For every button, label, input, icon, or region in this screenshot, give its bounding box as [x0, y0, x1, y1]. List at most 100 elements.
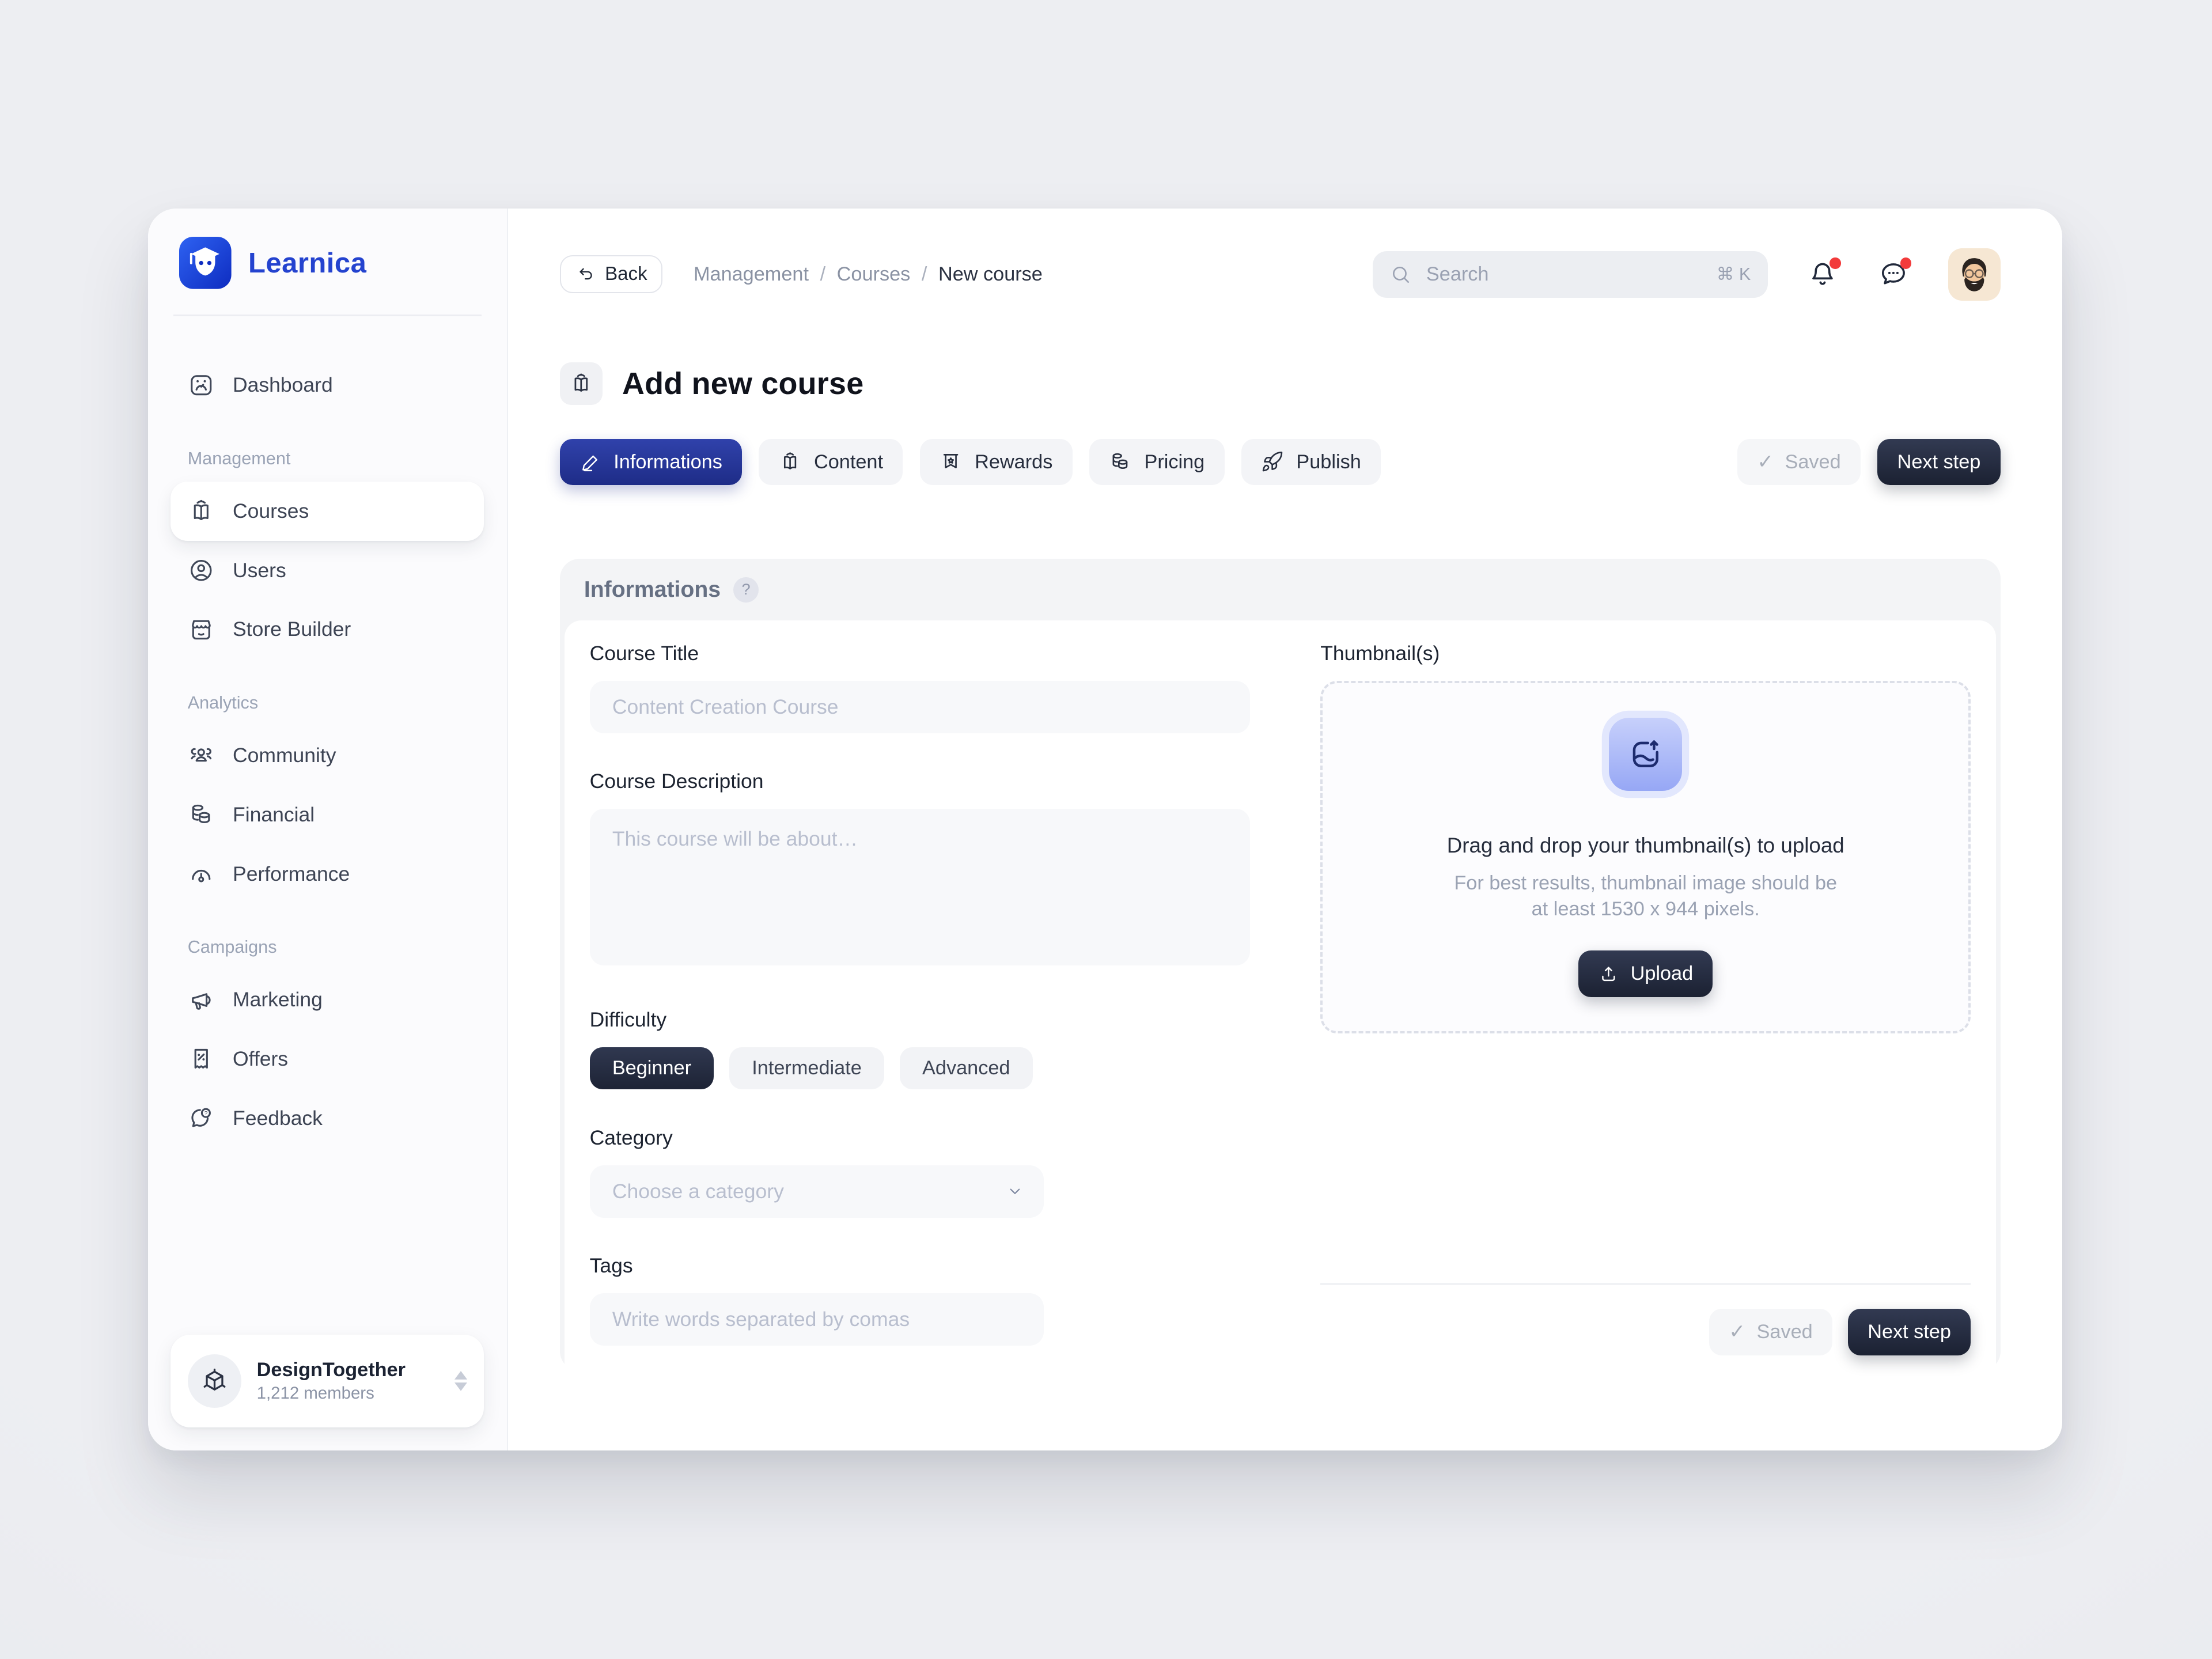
form-right-column: Thumbnail(s) Drag and drop your thumbnai…	[1320, 642, 1971, 1382]
check-icon: ✓	[1729, 1321, 1745, 1343]
offers-icon	[188, 1046, 215, 1073]
financial-icon	[188, 801, 215, 828]
logo-row[interactable]: Learnica	[171, 237, 484, 290]
category-select[interactable]: Choose a category	[589, 1165, 1044, 1218]
workspace-meta: DesignTogether 1,212 members	[257, 1359, 406, 1404]
workspace-switcher[interactable]: DesignTogether 1,212 members	[171, 1334, 484, 1428]
user-avatar[interactable]	[1948, 248, 2001, 301]
back-button[interactable]: Back	[560, 255, 663, 294]
coins-icon	[1109, 450, 1131, 473]
sidebar-item-store-builder[interactable]: Store Builder	[171, 600, 484, 659]
upload-label: Upload	[1630, 962, 1694, 984]
form-footer: ✓ Saved Next step	[1320, 1283, 1971, 1382]
messages-button[interactable]	[1878, 257, 1912, 290]
sidebar: Learnica Dashboard Management	[148, 209, 508, 1450]
difficulty-advanced-button[interactable]: Advanced	[899, 1047, 1033, 1090]
sidebar-item-marketing[interactable]: Marketing	[171, 970, 484, 1029]
breadcrumb-management[interactable]: Management	[693, 263, 809, 285]
tab-informations[interactable]: Informations	[560, 438, 743, 486]
courses-icon	[188, 498, 215, 525]
sidebar-item-label: Performance	[233, 862, 350, 885]
learnica-logo-icon	[179, 237, 232, 290]
sidebar-item-performance[interactable]: Performance	[171, 844, 484, 904]
difficulty-intermediate-button[interactable]: Intermediate	[729, 1047, 884, 1090]
sidebar-section-management: Management	[187, 448, 291, 468]
workspace-avatar	[187, 1354, 241, 1408]
tab-label: Informations	[613, 450, 722, 473]
back-label: Back	[605, 263, 647, 285]
book-icon	[779, 450, 801, 473]
main-area: Back Management / Courses / New course	[508, 209, 2063, 1450]
footer-next-step-button[interactable]: Next step	[1847, 1309, 1971, 1355]
community-icon	[188, 742, 215, 769]
course-title-label: Course Title	[589, 642, 699, 665]
thumbnail-dropzone[interactable]: Drag and drop your thumbnail(s) to uploa…	[1320, 681, 1971, 1034]
course-description-input[interactable]	[589, 809, 1250, 966]
sidebar-item-label: Courses	[233, 499, 309, 522]
sidebar-item-label: Feedback	[233, 1107, 323, 1130]
search-bar[interactable]: ⌘ K	[1372, 251, 1768, 298]
sidebar-nav: Dashboard Management Courses	[171, 355, 484, 1148]
tab-rewards[interactable]: Rewards	[919, 438, 1073, 486]
breadcrumb-current: New course	[938, 263, 1043, 285]
form-left-column: Course Title Course Description Difficul…	[589, 642, 1250, 1382]
message-badge	[1900, 257, 1912, 269]
dropzone-title: Drag and drop your thumbnail(s) to uploa…	[1446, 833, 1844, 857]
tab-label: Pricing	[1144, 450, 1205, 473]
sidebar-item-label: Store Builder	[233, 618, 351, 641]
help-icon[interactable]: ?	[733, 577, 759, 603]
pencil-icon	[580, 452, 601, 473]
store-icon	[188, 616, 215, 643]
sidebar-item-label: Community	[233, 743, 336, 767]
footer-next-step-label: Next step	[1868, 1320, 1951, 1343]
sidebar-item-dashboard[interactable]: Dashboard	[171, 355, 484, 415]
sidebar-item-courses[interactable]: Courses	[171, 481, 484, 541]
breadcrumb: Management / Courses / New course	[694, 263, 1043, 286]
course-title-input[interactable]	[589, 681, 1250, 733]
course-description-label: Course Description	[589, 770, 764, 793]
tab-pricing[interactable]: Pricing	[1089, 438, 1225, 486]
sort-chevrons-icon	[454, 1371, 468, 1391]
workspace-members: 1,212 members	[256, 1384, 374, 1403]
marketing-icon	[188, 987, 215, 1014]
next-step-button[interactable]: Next step	[1877, 438, 2001, 486]
tab-label: Rewards	[975, 450, 1053, 473]
search-icon	[1389, 263, 1412, 286]
sidebar-item-label: Financial	[233, 802, 315, 826]
tab-content[interactable]: Content	[759, 438, 903, 486]
sidebar-item-financial[interactable]: Financial	[171, 785, 484, 844]
saved-status-button[interactable]: ✓ Saved	[1737, 438, 1861, 486]
sidebar-section-analytics: Analytics	[187, 693, 259, 713]
notifications-button[interactable]	[1807, 257, 1841, 290]
sidebar-item-community[interactable]: Community	[171, 726, 484, 785]
tags-input[interactable]	[589, 1293, 1044, 1346]
breadcrumb-courses[interactable]: Courses	[836, 263, 911, 285]
app-name: Learnica	[248, 247, 367, 279]
upload-button[interactable]: Upload	[1578, 950, 1713, 997]
tabs-row: Informations Content	[560, 438, 2001, 486]
sidebar-item-users[interactable]: Users	[171, 541, 484, 600]
badge-icon	[940, 450, 962, 473]
page-title: Add new course	[622, 366, 864, 402]
sidebar-item-offers[interactable]: Offers	[171, 1029, 484, 1089]
breadcrumb-separator: /	[820, 263, 826, 285]
panel-header: Informations ?	[560, 559, 2000, 621]
users-icon	[188, 557, 215, 584]
tab-label: Publish	[1296, 450, 1361, 473]
rocket-icon	[1261, 450, 1283, 473]
tab-publish[interactable]: Publish	[1241, 438, 1381, 486]
next-step-label: Next step	[1897, 450, 1981, 473]
sidebar-item-label: Offers	[233, 1047, 289, 1071]
footer-saved-button[interactable]: ✓ Saved	[1709, 1309, 1832, 1355]
course-icon	[560, 362, 603, 405]
sidebar-item-feedback[interactable]: ? Feedback	[171, 1089, 484, 1148]
search-input[interactable]	[1423, 262, 1706, 287]
difficulty-options: Beginner Intermediate Advanced	[589, 1047, 1250, 1090]
difficulty-label: Difficulty	[589, 1007, 667, 1031]
workspace-name: DesignTogether	[256, 1358, 406, 1381]
tab-label: Content	[813, 450, 883, 473]
sidebar-item-label: Users	[233, 558, 286, 582]
difficulty-beginner-button[interactable]: Beginner	[589, 1047, 714, 1090]
page-title-row: Add new course	[560, 362, 2000, 405]
